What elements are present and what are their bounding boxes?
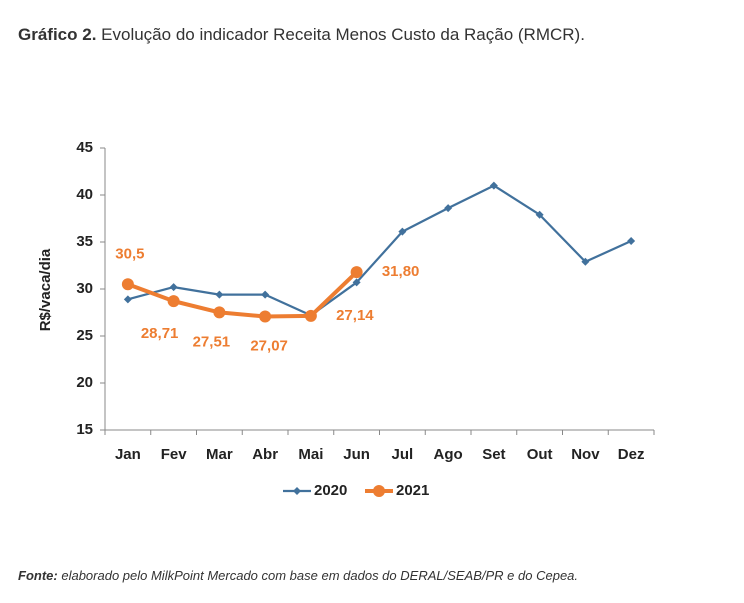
series-line [127,184,632,317]
data-label: 27,07 [250,338,288,355]
point [398,227,407,236]
x-tick-label: Nov [571,446,600,463]
legend-marker [373,485,385,497]
data-label: 27,14 [336,307,374,324]
x-tick-label: Ago [434,446,463,463]
x-tick-label: Jan [115,446,141,463]
x-tick-label: Mar [206,446,233,463]
x-tick-label: Out [527,446,553,463]
source-label: Fonte: [18,568,58,583]
x-tick-label: Mai [298,446,323,463]
x-tick-label: Abr [252,446,278,463]
x-tick-label: Jul [392,446,414,463]
y-tick-label: 15 [76,421,93,438]
point [627,237,636,246]
title: Gráfico 2. Evolução do indicador Receita… [18,25,585,44]
y-axis-label: R$/vaca/dia [37,248,54,331]
point [535,210,544,219]
point [259,310,272,323]
legend-marker [293,487,301,495]
data-label: 28,71 [141,325,179,342]
y-tick-label: 30 [76,280,93,297]
x-tick-label: Set [482,446,505,463]
point [350,266,363,279]
data-label: 30,5 [115,245,144,262]
source: Fonte: elaborado pelo MilkPoint Mercado … [18,568,578,583]
source-text: elaborado pelo MilkPoint Mercado com bas… [61,568,578,583]
title-text: Evolução do indicador Receita Menos Cust… [101,25,585,44]
title-prefix: Gráfico 2. [18,25,96,44]
y-tick-label: 45 [76,139,93,156]
data-label: 27,51 [193,333,231,350]
y-tick-label: 40 [76,186,93,203]
data-label: 31,80 [382,263,420,280]
point [304,309,317,322]
point [169,283,178,292]
x-tick-label: Dez [618,446,645,463]
series-line [127,270,359,319]
x-tick-label: Jun [343,446,370,463]
point [261,290,270,299]
point [123,295,132,304]
legend-label: 2021 [396,482,429,499]
x-tick-label: Fev [161,446,188,463]
point [489,181,498,190]
point [581,257,590,266]
y-tick-label: 20 [76,374,93,391]
legend-label: 2020 [314,482,347,499]
y-tick-label: 35 [76,233,93,250]
point [167,295,180,308]
point [444,204,453,213]
point [215,290,224,299]
point [352,278,361,287]
point [213,306,226,319]
y-tick-label: 25 [76,327,93,344]
point [121,278,134,291]
